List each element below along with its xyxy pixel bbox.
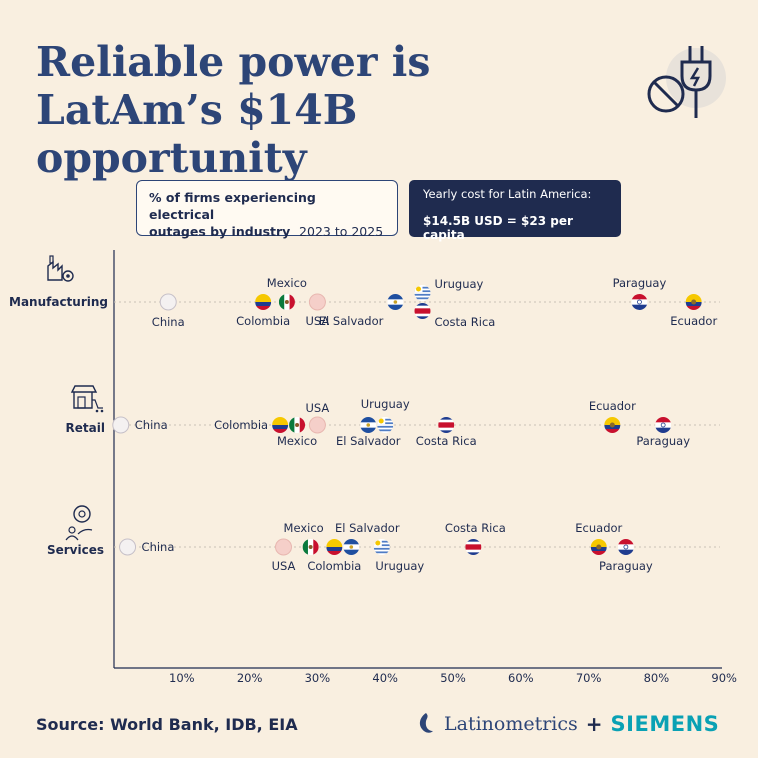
legend-line-1: % of firms experiencing electrical — [149, 190, 316, 222]
point-label-ecuador: Ecuador — [670, 314, 717, 328]
person-gear-icon — [65, 505, 93, 541]
factory-gear-icon — [47, 255, 74, 282]
marker-manufacturing-mexico — [278, 294, 295, 310]
point-label-china: China — [135, 418, 168, 432]
point-label-china: China — [152, 315, 185, 329]
point-label-mexico: Mexico — [277, 434, 317, 448]
point-label-costa-rica: Costa Rica — [416, 434, 477, 448]
point-label-mexico: Mexico — [267, 276, 307, 290]
marker-retail-costa-rica — [438, 417, 455, 433]
marker-services-costa-rica — [465, 539, 482, 555]
marker-manufacturing-usa — [308, 293, 326, 311]
point-label-usa: USA — [305, 401, 329, 415]
point-label-colombia: Colombia — [214, 418, 268, 432]
x-tick-label: 70% — [576, 671, 602, 685]
source-note: Source: World Bank, IDB, EIA — [36, 715, 298, 734]
marker-services-paraguay — [617, 539, 634, 555]
marker-retail-usa — [308, 416, 326, 434]
point-label-uruguay: Uruguay — [375, 559, 424, 573]
cost-value: $14.5B USD = $23 per capita — [423, 214, 573, 242]
legend-box: % of firms experiencing electrical outag… — [136, 180, 398, 239]
x-tick-label: 30% — [305, 671, 331, 685]
marker-manufacturing-colombia — [255, 294, 272, 310]
row-label-retail: Retail — [66, 421, 105, 435]
x-tick-label: 80% — [644, 671, 670, 685]
point-label-ecuador: Ecuador — [589, 399, 636, 413]
storefront-cart-icon — [70, 385, 104, 413]
marker-services-uruguay — [373, 539, 390, 555]
point-label-colombia: Colombia — [236, 314, 290, 328]
x-tick-label: 50% — [440, 671, 466, 685]
point-label-mexico: Mexico — [284, 521, 324, 535]
point-label-colombia: Colombia — [307, 559, 361, 573]
point-label-paraguay: Paraguay — [613, 276, 667, 290]
point-label-usa: USA — [305, 314, 329, 328]
marker-manufacturing-uruguay — [414, 285, 431, 301]
point-label-costa-rica: Costa Rica — [445, 521, 506, 535]
marker-manufacturing-el-salvador — [387, 294, 404, 310]
x-tick-label: 40% — [372, 671, 398, 685]
marker-retail-mexico — [289, 417, 306, 433]
marker-retail-el-salvador — [360, 417, 377, 433]
marker-retail-paraguay — [655, 417, 672, 433]
marker-services-china — [119, 538, 137, 556]
point-label-el-salvador: El Salvador — [335, 521, 400, 535]
legend-line-2: outages by industry 2023 to 2025 — [149, 223, 385, 240]
marker-services-usa — [275, 538, 292, 556]
marker-services-ecuador — [590, 539, 607, 555]
point-label-costa-rica: Costa Rica — [434, 315, 495, 329]
row-label-services: Services — [47, 543, 104, 557]
point-label-uruguay: Uruguay — [434, 277, 483, 291]
marker-retail-colombia — [272, 417, 289, 433]
x-tick-label: 10% — [169, 671, 195, 685]
x-tick-label: 60% — [508, 671, 534, 685]
siemens-logo: SIEMENS — [610, 712, 720, 736]
no-power-plug-icon — [647, 46, 726, 118]
latinometrics-logo: Latinometrics — [444, 713, 578, 735]
marker-services-colombia — [326, 539, 343, 555]
marker-manufacturing-ecuador — [685, 294, 702, 310]
point-label-uruguay: Uruguay — [361, 397, 410, 411]
point-label-paraguay: Paraguay — [599, 559, 653, 573]
latinometrics-logo-icon — [419, 713, 433, 733]
marker-services-el-salvador — [343, 539, 360, 555]
page-title: Reliable power is LatAm’s $14B opportuni… — [36, 38, 431, 182]
point-label-china: China — [142, 540, 175, 554]
row-label-manufacturing: Manufacturing — [9, 295, 108, 309]
point-label-ecuador: Ecuador — [575, 521, 622, 535]
marker-retail-china — [112, 416, 130, 434]
legend-line-2-main: outages by industry — [149, 224, 291, 239]
point-label-usa: USA — [272, 559, 296, 573]
point-label-el-salvador: El Salvador — [319, 314, 384, 328]
marker-retail-uruguay — [377, 417, 394, 433]
plus-sign: + — [585, 712, 603, 736]
point-label-el-salvador: El Salvador — [336, 434, 401, 448]
x-tick-label: 90% — [711, 671, 737, 685]
marker-manufacturing-costa-rica — [414, 303, 431, 319]
cost-box: Yearly cost for Latin America: $14.5B US… — [409, 180, 621, 242]
brand-logos: Latinometrics + SIEMENS — [416, 712, 719, 736]
marker-services-mexico — [302, 539, 319, 555]
legend-date-range: 2023 to 2025 — [299, 224, 384, 239]
marker-retail-ecuador — [604, 417, 621, 433]
marker-manufacturing-paraguay — [631, 294, 648, 310]
cost-label: Yearly cost for Latin America: — [423, 187, 592, 201]
marker-manufacturing-china — [159, 293, 177, 311]
dot-plot-chart: 10% 20% 30% 40% 50% 60% 70% 80% 90% Manufacturing… — [9, 250, 737, 685]
x-tick-label: 20% — [237, 671, 263, 685]
point-label-paraguay: Paraguay — [636, 434, 690, 448]
